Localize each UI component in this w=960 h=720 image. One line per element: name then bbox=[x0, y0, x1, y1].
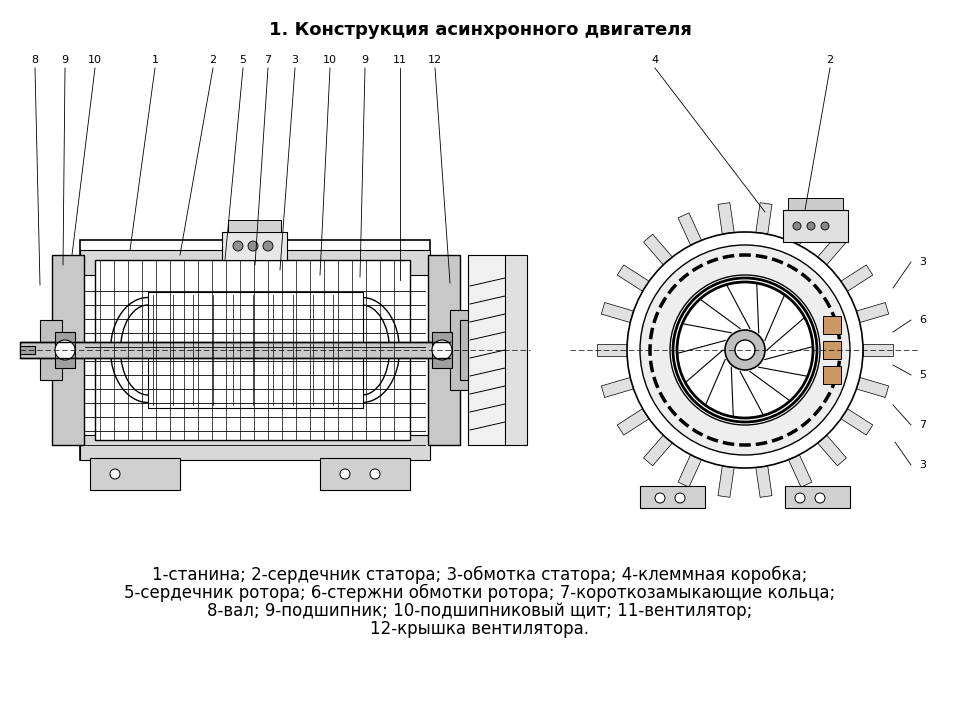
Polygon shape bbox=[841, 265, 873, 292]
Polygon shape bbox=[856, 302, 889, 323]
Circle shape bbox=[735, 340, 755, 360]
Bar bbox=[320, 458, 410, 490]
Polygon shape bbox=[678, 455, 702, 487]
Circle shape bbox=[795, 493, 805, 503]
Polygon shape bbox=[601, 377, 634, 397]
Text: 7: 7 bbox=[264, 55, 272, 65]
Polygon shape bbox=[597, 344, 627, 356]
Polygon shape bbox=[756, 466, 772, 498]
Bar bbox=[20, 342, 450, 358]
Polygon shape bbox=[601, 302, 634, 323]
Bar bbox=[428, 255, 460, 445]
Bar bbox=[95, 260, 410, 440]
Text: 4: 4 bbox=[652, 55, 659, 65]
Bar bbox=[80, 240, 430, 460]
Bar bbox=[228, 220, 281, 232]
Circle shape bbox=[640, 245, 850, 455]
Polygon shape bbox=[856, 377, 889, 397]
Bar bbox=[785, 486, 850, 508]
Circle shape bbox=[432, 340, 452, 360]
Text: 10: 10 bbox=[88, 55, 102, 65]
Circle shape bbox=[55, 340, 75, 360]
Text: 1-станина; 2-сердечник статора; 3-обмотка статора; 4-клеммная коробка;: 1-станина; 2-сердечник статора; 3-обмотк… bbox=[153, 566, 807, 584]
Text: 12-крышка вентилятора.: 12-крышка вентилятора. bbox=[371, 620, 589, 638]
Circle shape bbox=[340, 469, 350, 479]
Polygon shape bbox=[718, 202, 734, 234]
Bar bbox=[823, 341, 841, 359]
Bar bbox=[783, 210, 848, 242]
Bar bbox=[432, 332, 452, 368]
Text: 8: 8 bbox=[32, 55, 38, 65]
Circle shape bbox=[675, 493, 685, 503]
Bar bbox=[90, 458, 180, 490]
Bar bbox=[222, 232, 287, 260]
Circle shape bbox=[110, 469, 120, 479]
Bar bbox=[823, 316, 841, 334]
Bar bbox=[505, 255, 527, 445]
Bar bbox=[20, 346, 35, 354]
Text: 1. Конструкция асинхронного двигателя: 1. Конструкция асинхронного двигателя bbox=[269, 21, 691, 39]
Circle shape bbox=[670, 275, 820, 425]
Bar bbox=[640, 486, 705, 508]
Text: 9: 9 bbox=[61, 55, 68, 65]
Bar bbox=[80, 250, 430, 275]
Circle shape bbox=[807, 222, 815, 230]
Polygon shape bbox=[643, 436, 672, 466]
Text: 3: 3 bbox=[292, 55, 299, 65]
Bar bbox=[460, 320, 476, 380]
Text: 3: 3 bbox=[920, 257, 926, 267]
Text: 5-сердечник ротора; 6-стержни обмотки ротора; 7-короткозамыкающие кольца;: 5-сердечник ротора; 6-стержни обмотки ро… bbox=[125, 584, 835, 602]
Text: 1: 1 bbox=[152, 55, 158, 65]
Circle shape bbox=[793, 222, 801, 230]
Text: 5: 5 bbox=[239, 55, 247, 65]
Text: 2: 2 bbox=[209, 55, 217, 65]
Text: 7: 7 bbox=[920, 420, 926, 430]
Circle shape bbox=[815, 493, 825, 503]
Text: 2: 2 bbox=[827, 55, 833, 65]
Circle shape bbox=[725, 330, 765, 370]
Text: 12: 12 bbox=[428, 55, 442, 65]
Text: 10: 10 bbox=[323, 55, 337, 65]
Polygon shape bbox=[818, 436, 847, 466]
Text: 5: 5 bbox=[920, 370, 926, 380]
Polygon shape bbox=[756, 202, 772, 234]
Polygon shape bbox=[678, 213, 702, 245]
Polygon shape bbox=[617, 265, 649, 292]
Text: 9: 9 bbox=[361, 55, 369, 65]
Polygon shape bbox=[841, 409, 873, 435]
Text: 6: 6 bbox=[920, 315, 926, 325]
Bar bbox=[52, 255, 84, 445]
Bar bbox=[788, 198, 843, 210]
Polygon shape bbox=[788, 455, 812, 487]
Polygon shape bbox=[643, 234, 672, 265]
Bar bbox=[823, 366, 841, 384]
Circle shape bbox=[370, 469, 380, 479]
Circle shape bbox=[655, 493, 665, 503]
Polygon shape bbox=[718, 466, 734, 498]
Text: 8-вал; 9-подшипник; 10-подшипниковый щит; 11-вентилятор;: 8-вал; 9-подшипник; 10-подшипниковый щит… bbox=[207, 602, 753, 620]
Bar bbox=[55, 332, 75, 368]
Circle shape bbox=[233, 241, 243, 251]
Text: 11: 11 bbox=[393, 55, 407, 65]
Text: 3: 3 bbox=[920, 460, 926, 470]
Bar bbox=[40, 320, 62, 380]
Bar bbox=[468, 255, 508, 445]
Circle shape bbox=[627, 232, 863, 468]
Polygon shape bbox=[617, 409, 649, 435]
Circle shape bbox=[248, 241, 258, 251]
Polygon shape bbox=[863, 344, 893, 356]
Bar bbox=[450, 310, 470, 390]
Bar bbox=[80, 435, 430, 460]
Circle shape bbox=[263, 241, 273, 251]
Bar bbox=[148, 292, 363, 408]
Polygon shape bbox=[788, 213, 812, 245]
Circle shape bbox=[821, 222, 829, 230]
Polygon shape bbox=[818, 234, 847, 265]
